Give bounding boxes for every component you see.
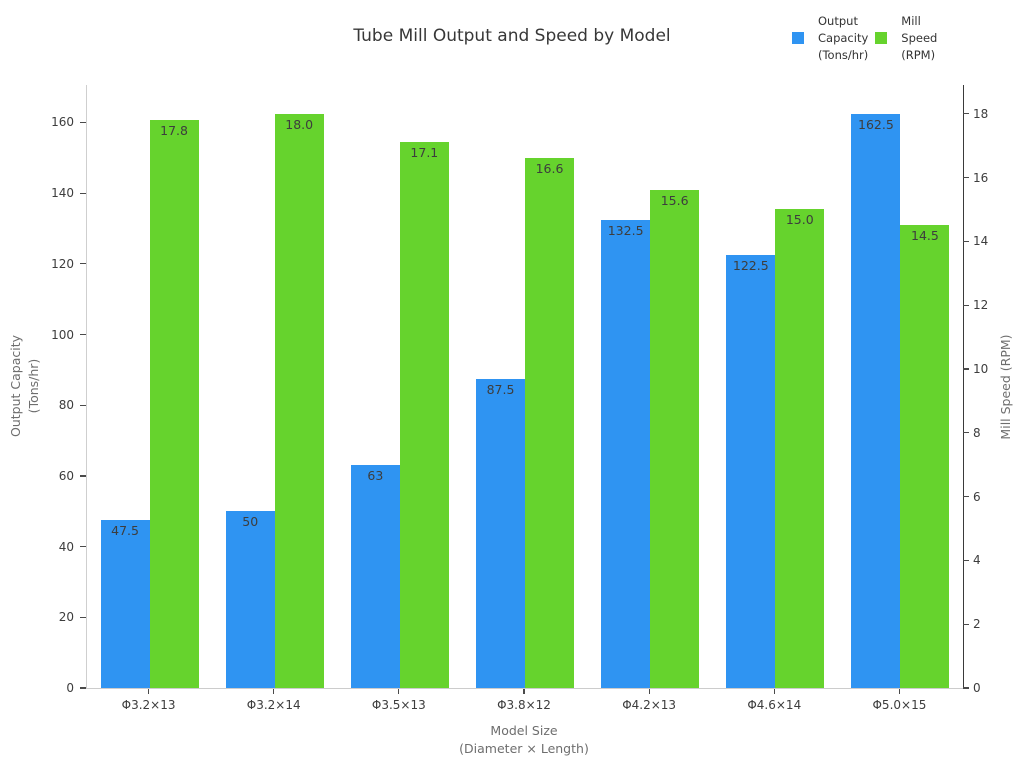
- right-axis-tick-label: 12: [973, 298, 989, 313]
- right-axis-tick-mark: [963, 176, 969, 179]
- left-axis-tick-mark: [80, 475, 86, 477]
- right-axis-tick-mark: [963, 623, 969, 625]
- left-axis-title: Output Capacity (Tons/hr): [8, 334, 41, 438]
- right-axis-tick-mark: [963, 559, 969, 561]
- legend-label-output-capacity: Output Capacity (Tons/hr): [818, 14, 869, 62]
- bar-value-label: 17.1: [410, 145, 439, 161]
- right-axis-tick-label: 6: [973, 489, 981, 504]
- mill-speed-bar: [525, 158, 574, 688]
- bar-value-label: 63: [367, 468, 384, 484]
- x-axis-tick-label: Φ4.2×13: [622, 698, 677, 712]
- right-axis-tick-mark: [963, 432, 969, 434]
- mill-speed-bar: [650, 190, 700, 688]
- x-axis-tick-label: Φ3.5×13: [371, 698, 426, 712]
- right-axis-tick-mark: [963, 240, 969, 242]
- x-axis-tick-mark: [898, 689, 901, 694]
- x-axis-tick-mark: [273, 689, 275, 694]
- plot-area: 47.5 50 63 87.5 132.5 122.5 162.5 17.8 18.0 17.1 1…: [86, 85, 964, 689]
- output-capacity-bar: [601, 219, 651, 688]
- left-axis-tick-mark: [80, 404, 86, 406]
- output-capacity-bar: [350, 465, 400, 688]
- legend-swatch-mill-speed-icon: [875, 32, 888, 45]
- legend: Output Capacity (Tons/hr) Mill Speed (RP…: [792, 13, 937, 63]
- right-axis-tick-mark: [963, 495, 969, 498]
- bar-value-label: 50: [242, 514, 259, 530]
- x-axis-tick-mark: [523, 689, 525, 694]
- bar-value-label: 47.5: [111, 523, 139, 539]
- x-axis-tick-mark: [147, 689, 150, 694]
- bar-value-label: 122.5: [732, 258, 769, 273]
- left-axis-tick-label: 20: [58, 610, 74, 625]
- left-axis-tick-label: 40: [58, 539, 74, 554]
- left-axis-tick-label: 120: [51, 256, 74, 271]
- right-axis-tick-label: 8: [973, 425, 981, 440]
- bar-value-label: 18.0: [285, 116, 314, 132]
- x-axis-tick-label: Φ3.8×12: [497, 698, 551, 712]
- right-axis-tick-mark: [963, 113, 969, 115]
- mill-speed-bar: [775, 209, 825, 688]
- x-axis-title: Model Size (Diameter × Length): [459, 723, 589, 756]
- bar-value-label: 15.0: [785, 212, 814, 228]
- chart-title: Tube Mill Output and Speed by Model: [353, 26, 671, 46]
- mill-speed-bar: [399, 142, 449, 688]
- left-axis-tick-label: 100: [51, 327, 74, 342]
- bar-value-label: 17.8: [160, 123, 188, 139]
- x-axis-tick-mark: [398, 689, 400, 694]
- left-axis-tick-mark: [80, 546, 86, 548]
- right-axis-tick-mark: [963, 368, 969, 370]
- left-axis-tick-label: 0: [66, 681, 74, 695]
- left-axis-tick-label: 80: [58, 398, 74, 413]
- legend-label-mill-speed: Mill Speed (RPM): [901, 14, 938, 62]
- output-capacity-bar: [726, 255, 776, 688]
- legend-item-output-capacity: Output Capacity (Tons/hr): [792, 13, 868, 63]
- left-axis-tick-mark: [80, 616, 86, 618]
- output-capacity-bar: [100, 520, 150, 688]
- left-axis-tick-label: 60: [58, 468, 74, 483]
- x-axis-tick-mark: [773, 689, 775, 694]
- bar-value-label: 14.5: [911, 228, 939, 244]
- bar-value-label: 132.5: [607, 222, 644, 238]
- output-capacity-bar: [476, 378, 525, 688]
- mill-speed-bar: [900, 225, 950, 688]
- mill-speed-bar: [149, 120, 199, 688]
- left-axis-tick-mark: [80, 263, 86, 265]
- x-axis-tick-label: Φ3.2×13: [121, 698, 176, 712]
- right-axis-tick-label: 14: [973, 234, 989, 249]
- right-axis-tick-label: 2: [973, 617, 981, 632]
- right-axis-tick-label: 16: [973, 170, 989, 185]
- right-axis-tick-label: 18: [973, 106, 989, 121]
- right-axis-tick-label: 0: [973, 681, 981, 695]
- mill-speed-bar: [274, 113, 324, 688]
- bar-value-label: 87.5: [486, 381, 515, 397]
- bar-value-label: 162.5: [858, 116, 894, 132]
- output-capacity-bar: [851, 113, 901, 688]
- output-capacity-bar: [225, 511, 275, 688]
- left-axis-tick-label: 140: [51, 186, 74, 201]
- left-axis-tick-mark: [80, 333, 86, 336]
- right-axis-tick-label: 4: [973, 553, 981, 568]
- right-axis-tick-mark: [963, 687, 969, 689]
- left-axis-tick-label: 160: [51, 115, 74, 130]
- right-axis-tick-mark: [963, 304, 969, 306]
- x-axis-tick-label: Φ5.0×15: [872, 698, 927, 712]
- bar-value-label: 15.6: [660, 193, 689, 209]
- x-axis-tick-mark: [648, 689, 650, 694]
- left-axis-tick-mark: [80, 121, 86, 124]
- legend-item-mill-speed: Mill Speed (RPM): [875, 13, 937, 63]
- x-axis-tick-label: Φ4.6×14: [747, 698, 802, 712]
- legend-swatch-output-capacity-icon: [792, 32, 804, 45]
- left-axis-tick-mark: [80, 687, 86, 689]
- x-axis-tick-label: Φ3.2×14: [246, 698, 301, 712]
- left-axis-tick-mark: [80, 192, 86, 194]
- bar-value-label: 16.6: [535, 161, 564, 177]
- right-axis-tick-label: 10: [973, 361, 989, 376]
